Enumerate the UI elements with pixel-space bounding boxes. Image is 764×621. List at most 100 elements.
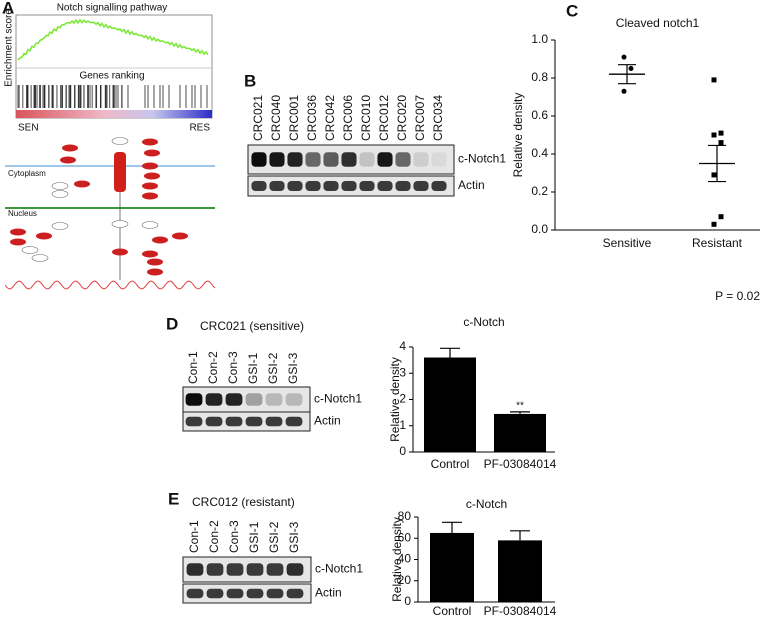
blot-band [266,588,284,599]
blot-band [246,563,264,576]
x-tick-label: PF-03084014 [484,457,557,471]
blot-band [185,393,203,406]
point [718,214,724,220]
blot-band [245,393,263,406]
sample-label: CRC021 (sensitive) [200,319,304,333]
notch-receptor [114,152,126,192]
lane-label: CRC010 [359,95,373,141]
y-tick-label: 20 [398,573,412,587]
pathway-node-grey [31,254,49,262]
lane-label: CRC012 [377,95,391,141]
lane-label: CRC020 [395,95,409,141]
lane-label: GSI-3 [286,352,300,384]
blot-band [206,563,224,576]
x-tick-label: Resistant [692,236,743,250]
res-label: RES [189,123,210,134]
point [711,221,717,227]
ranking-label: Genes ranking [79,71,144,82]
blot-band [287,152,303,167]
lane-label: CRC042 [323,95,337,141]
blot-band [205,416,223,427]
blot-band [323,181,339,191]
lane-label: GSI-3 [287,521,301,553]
blot-band [265,416,283,427]
point [621,54,627,60]
y-tick-label: 1 [399,418,406,432]
pathway-node [62,144,78,152]
blot-frame [182,386,311,413]
point [621,88,627,94]
y-tick-label: 0.6 [531,108,548,122]
blot-band [225,393,243,406]
blot-band [251,181,267,191]
lane-label: GSI-2 [267,521,281,553]
y-axis-label: Relative density [390,517,404,602]
y-tick-label: 4 [399,339,406,353]
lane-label: CRC021 [251,95,265,141]
lane-label: Con-2 [206,351,220,384]
point [628,66,634,71]
blot-band [205,393,223,406]
blot-band [395,152,411,167]
chart-title: Cleaved notch1 [616,16,700,30]
lane-label: GSI-1 [246,352,260,384]
x-tick-label: PF-03084014 [484,604,557,618]
y-tick-label: 1.0 [531,32,548,46]
point [718,130,724,136]
pathway-node-grey [111,137,129,145]
blot-band [206,588,224,599]
pathway-node [74,180,90,188]
point [711,172,717,178]
blot-band [226,588,244,599]
pathway-node [142,250,158,258]
blot-band [359,152,375,167]
pathway-node [142,162,158,170]
lane-label: CRC036 [305,95,319,141]
blot-band [413,181,429,191]
bar [424,357,476,452]
lane-label: Con-3 [226,351,240,384]
lane-label: Con-1 [187,520,201,553]
pathway-node-grey [141,221,159,229]
blot-band [186,588,204,599]
blot-band [377,152,393,167]
blot-band [245,416,263,427]
y-tick-label: 3 [399,365,406,379]
band-label: Actin [315,586,342,600]
blot-band [269,152,285,167]
lane-label: GSI-1 [247,521,261,553]
y-tick-label: 0.8 [531,70,548,84]
point [711,132,717,138]
pathway-node [152,236,168,244]
chart-title: c-Notch [466,497,507,511]
y-tick-label: 0.2 [531,184,548,198]
blot-band [285,393,303,406]
band-label: c-Notch1 [314,392,362,406]
sample-label: CRC012 (resistant) [192,495,295,509]
pathway-node [142,192,158,200]
y-tick-label: 80 [398,509,412,523]
y-tick-label: 0 [404,594,411,608]
panel-label: E [168,489,179,508]
blot-band [286,588,304,599]
band-label: c-Notch1 [458,152,506,166]
blot-band [269,181,285,191]
pathway-node [144,172,160,180]
band-label: c-Notch1 [315,562,363,576]
pathway-node [112,248,128,256]
blot-band [431,181,447,191]
pathway-node [172,232,188,240]
blot-band [359,181,375,191]
pathway-node [60,156,76,164]
lane-label: CRC001 [287,95,301,141]
gsea-y-label: Enrichment score [4,9,15,87]
y-tick-label: 0 [399,444,406,458]
pathway-node-grey [51,222,69,230]
pathway-node [142,138,158,146]
bar [498,540,542,602]
pathway-node [10,228,26,236]
x-tick-label: Control [431,457,470,471]
bar [494,413,546,452]
pathway-node-grey [51,182,69,190]
